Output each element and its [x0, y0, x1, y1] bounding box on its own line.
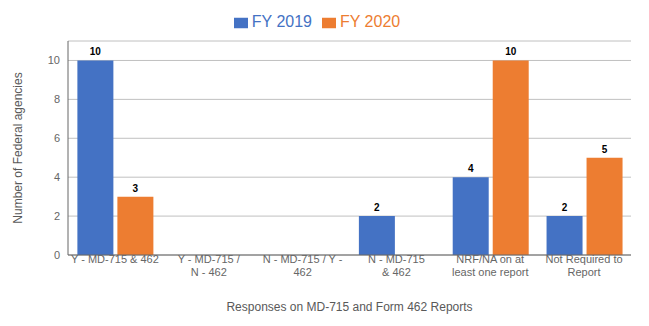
- svg-text:3: 3: [133, 183, 139, 194]
- svg-text:4: 4: [468, 163, 474, 174]
- svg-text:Responses on MD-715 and Form 4: Responses on MD-715 and Form 462 Reports: [226, 300, 472, 314]
- svg-text:Y - MD-715 & 462: Y - MD-715 & 462: [71, 253, 159, 265]
- html-text:FY 2019: FY 2019: [251, 13, 312, 30]
- svg-text:10: 10: [505, 46, 517, 57]
- svg-text:10: 10: [90, 46, 102, 57]
- svg-text:10: 10: [48, 54, 60, 66]
- svg-text:2: 2: [562, 202, 568, 213]
- svg-text:2: 2: [374, 202, 380, 213]
- html-text:FY 2020: FY 2020: [340, 13, 401, 30]
- svg-text:N - MD-715& 462: N - MD-715& 462: [368, 253, 425, 278]
- svg-text:0: 0: [54, 249, 60, 261]
- svg-text:6: 6: [54, 132, 60, 144]
- svg-text:8: 8: [54, 93, 60, 105]
- svg-text:Y - MD-715 /N - 462: Y - MD-715 /N - 462: [178, 253, 241, 278]
- svg-text:5: 5: [602, 144, 608, 155]
- svg-text:N - MD-715 / Y -462: N - MD-715 / Y -462: [263, 253, 343, 278]
- svg-text:2: 2: [54, 210, 60, 222]
- svg-text:NRF/NA on atleast one report: NRF/NA on atleast one report: [452, 253, 528, 278]
- svg-text:4: 4: [54, 171, 60, 183]
- svg-text:Number of Federal agencies: Number of Federal agencies: [11, 72, 25, 223]
- svg-text:Not Required toReport: Not Required toReport: [546, 253, 623, 278]
